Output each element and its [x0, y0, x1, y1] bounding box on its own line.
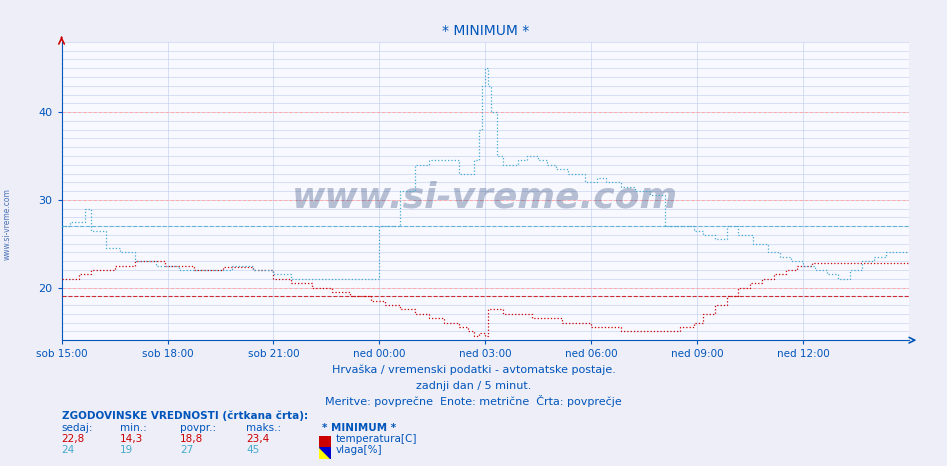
Text: Meritve: povprečne  Enote: metrične  Črta: povprečje: Meritve: povprečne Enote: metrične Črta:…	[325, 396, 622, 407]
Text: 24: 24	[62, 445, 75, 455]
Text: www.si-vreme.com: www.si-vreme.com	[293, 180, 678, 214]
Text: 23,4: 23,4	[246, 434, 270, 444]
Text: 27: 27	[180, 445, 193, 455]
Text: 45: 45	[246, 445, 259, 455]
Text: * MINIMUM *: * MINIMUM *	[322, 423, 396, 433]
Text: min.:: min.:	[120, 423, 147, 433]
Text: 19: 19	[120, 445, 134, 455]
Text: sedaj:: sedaj:	[62, 423, 93, 433]
Text: temperatura[C]: temperatura[C]	[336, 434, 418, 444]
Text: 14,3: 14,3	[120, 434, 144, 444]
Text: Hrvaška / vremenski podatki - avtomatske postaje.: Hrvaška / vremenski podatki - avtomatske…	[331, 364, 616, 375]
Polygon shape	[319, 447, 331, 459]
Text: www.si-vreme.com: www.si-vreme.com	[3, 188, 12, 260]
Text: povpr.:: povpr.:	[180, 423, 216, 433]
Text: vlaga[%]: vlaga[%]	[336, 445, 383, 455]
Polygon shape	[319, 447, 331, 459]
Text: 18,8: 18,8	[180, 434, 204, 444]
Text: maks.:: maks.:	[246, 423, 281, 433]
Text: 22,8: 22,8	[62, 434, 85, 444]
Text: ZGODOVINSKE VREDNOSTI (črtkana črta):: ZGODOVINSKE VREDNOSTI (črtkana črta):	[62, 411, 308, 421]
Title: * MINIMUM *: * MINIMUM *	[441, 24, 529, 38]
Text: zadnji dan / 5 minut.: zadnji dan / 5 minut.	[416, 381, 531, 391]
